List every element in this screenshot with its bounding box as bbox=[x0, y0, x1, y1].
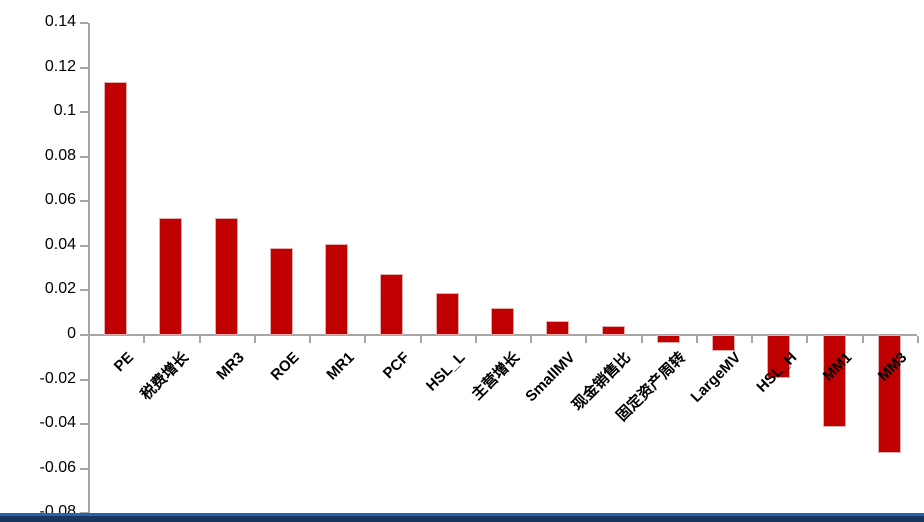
x-axis-tick bbox=[806, 336, 809, 343]
x-axis-tick bbox=[143, 336, 146, 343]
x-axis-category-label: PCF bbox=[379, 349, 413, 383]
y-axis-tick-label: 0.06 bbox=[44, 191, 76, 209]
y-axis-tick bbox=[80, 155, 88, 158]
footer-divider-bottom-line bbox=[0, 516, 924, 522]
bar bbox=[269, 248, 293, 335]
y-axis-tick-label: -0.06 bbox=[39, 458, 76, 476]
x-axis-tick bbox=[364, 336, 367, 343]
y-axis-tick bbox=[80, 200, 88, 203]
x-axis-tick bbox=[640, 336, 643, 343]
y-axis-tick bbox=[80, 467, 88, 470]
y-axis-tick bbox=[80, 334, 88, 336]
y-axis-tick bbox=[80, 111, 88, 114]
x-axis-tick bbox=[530, 336, 533, 343]
y-axis-tick-label: 0.14 bbox=[44, 12, 76, 30]
y-axis-tick-label: -0.04 bbox=[39, 414, 76, 432]
bar bbox=[435, 292, 459, 335]
x-axis-line bbox=[88, 334, 917, 336]
bar bbox=[877, 335, 901, 453]
x-axis-tick bbox=[861, 336, 864, 343]
x-axis-tick bbox=[88, 336, 90, 343]
y-axis-tick bbox=[80, 244, 88, 247]
x-axis-tick bbox=[474, 336, 477, 343]
bar bbox=[214, 217, 238, 335]
footer-divider bbox=[0, 512, 924, 522]
x-axis-tick bbox=[751, 336, 754, 343]
y-axis-tick-label: 0.12 bbox=[44, 57, 76, 75]
x-axis-tick bbox=[419, 336, 422, 343]
y-axis-tick-label: -0.02 bbox=[39, 369, 76, 387]
y-axis-tick-label: 0.1 bbox=[53, 102, 76, 120]
y-axis-tick bbox=[80, 21, 88, 24]
x-axis-category-label: MR3 bbox=[212, 349, 248, 384]
bar bbox=[380, 273, 404, 335]
x-axis-category-label: LargeMV bbox=[687, 349, 745, 406]
bar bbox=[767, 335, 791, 378]
x-axis-category-label: 主营增长 bbox=[469, 349, 524, 404]
y-axis-tick bbox=[80, 66, 88, 69]
bar bbox=[656, 335, 680, 344]
bar bbox=[546, 320, 570, 335]
x-axis-tick bbox=[585, 336, 588, 343]
x-axis-category-label: ROE bbox=[267, 349, 303, 385]
x-axis-category-label: 税费增长 bbox=[137, 349, 192, 404]
y-axis-line bbox=[88, 22, 90, 514]
y-axis-tick bbox=[80, 289, 88, 292]
bar bbox=[822, 335, 846, 428]
footer-divider-top-line bbox=[0, 513, 924, 516]
x-axis-tick bbox=[253, 336, 256, 343]
bar bbox=[712, 335, 736, 352]
bar bbox=[601, 325, 625, 335]
y-axis-tick bbox=[80, 423, 88, 426]
bar bbox=[325, 243, 349, 335]
y-axis-tick bbox=[80, 378, 88, 381]
y-axis-tick-label: 0 bbox=[67, 325, 76, 342]
x-axis-category-label: MR1 bbox=[323, 349, 358, 384]
y-axis-tick-label: 0.08 bbox=[44, 146, 76, 164]
x-axis-category-label: PE bbox=[110, 349, 137, 376]
y-axis-tick-label: 0.04 bbox=[44, 235, 76, 253]
x-axis-tick bbox=[198, 336, 201, 343]
y-axis-tick-label: 0.02 bbox=[44, 280, 76, 298]
bar bbox=[104, 82, 128, 335]
x-axis-category-label: SmallMV bbox=[522, 349, 579, 406]
bar bbox=[159, 217, 183, 335]
x-axis-tick bbox=[695, 336, 698, 343]
bar bbox=[491, 308, 514, 335]
x-axis-category-label: HSL_L bbox=[422, 349, 469, 395]
x-axis-tick bbox=[309, 336, 312, 343]
x-axis-tick bbox=[917, 336, 919, 343]
